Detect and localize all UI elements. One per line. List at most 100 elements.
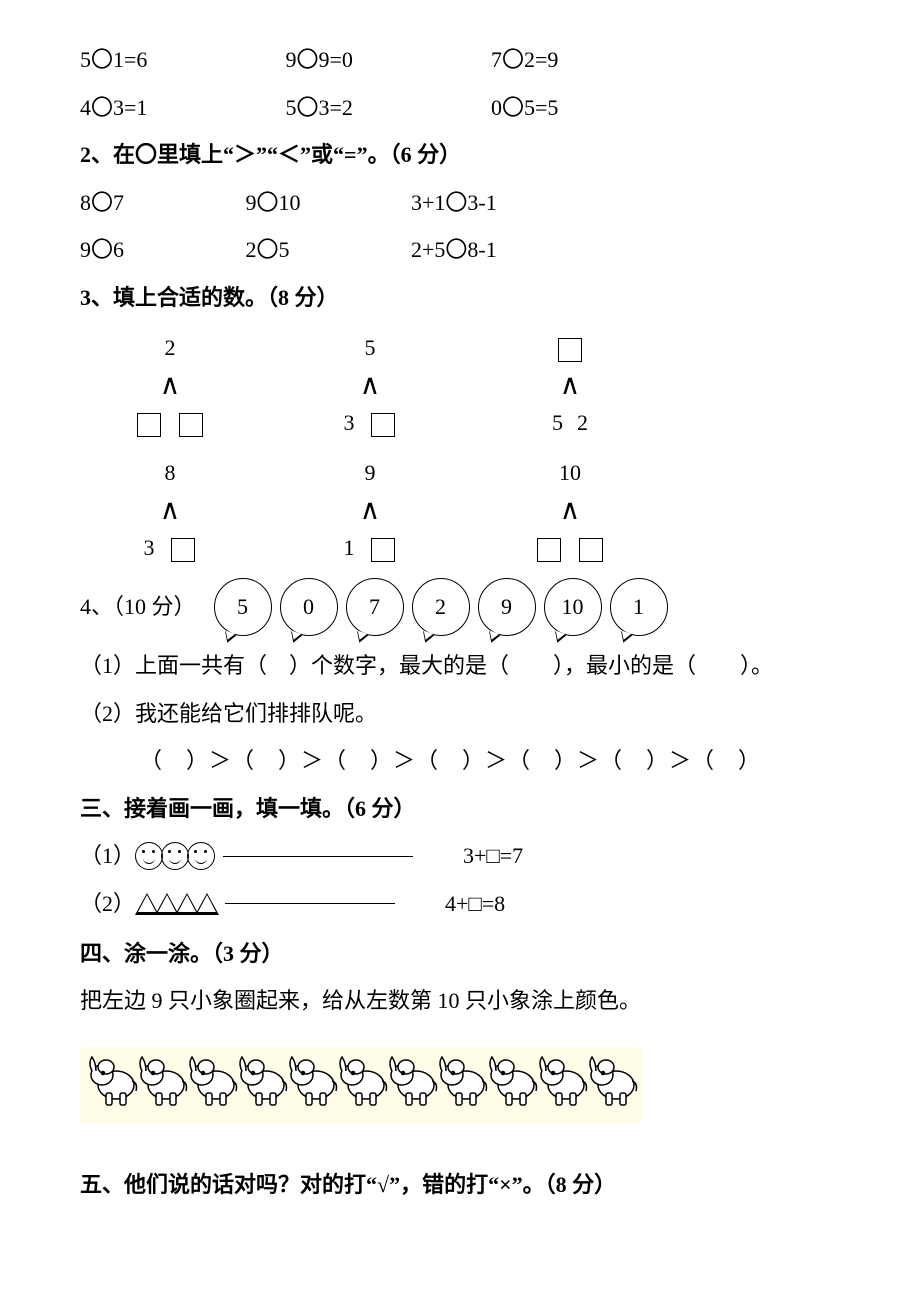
blank-box-icon	[179, 413, 203, 437]
q3-tree-row-2: 8∧39∧110∧	[100, 453, 840, 568]
q1-r2c2: 5〇3=2	[286, 88, 486, 128]
q1-r2c3: 0〇5=5	[491, 88, 691, 128]
s5-title: 五、他们说的话对吗？对的打“√”，错的打“×”。（8 分）	[80, 1165, 840, 1205]
q1-r1c3: 7〇2=9	[491, 40, 691, 80]
blank-line	[225, 903, 395, 904]
q2-title-e: ”或“=”。（6 分）	[300, 142, 461, 167]
q4-row: 4、（10 分） 50729101	[80, 578, 840, 636]
q4-line3: （ ）＞（ ）＞（ ）＞（ ）＞（ ）＞（ ）＞（ ）	[140, 741, 840, 781]
q2-title-c: ”“	[256, 142, 278, 167]
tree-bottom: 3	[344, 403, 397, 443]
smiley-icon	[187, 842, 215, 870]
blank-box-icon	[371, 538, 395, 562]
tree-bottom: 1	[344, 528, 397, 568]
q1-r2c1: 4〇3=1	[80, 88, 280, 128]
elephant-icon	[386, 1053, 440, 1122]
q1-row2: 4〇3=1 5〇3=2 0〇5=5	[80, 88, 840, 128]
number-split-tree: ∧ 52	[500, 328, 640, 443]
tree-leaf: 1	[344, 528, 355, 568]
tree-leaf	[369, 403, 397, 443]
blank-box-icon	[137, 413, 161, 437]
tree-top: 9	[365, 453, 376, 493]
elephant-icon	[586, 1053, 640, 1122]
tree-leaf	[577, 528, 605, 568]
number-bubble: 10	[544, 578, 602, 636]
q2-r2c3: 2+5〇8-1	[411, 230, 621, 270]
s3-item1-prefix: （1）	[80, 836, 135, 876]
number-split-tree: 5 ∧3	[300, 328, 440, 443]
s3-item1: （1） 3+□=7	[80, 836, 840, 876]
number-bubble: 5	[214, 578, 272, 636]
q4-line2: （2）我还能给它们排排队呢。	[80, 694, 840, 734]
tree-bottom: 3	[144, 528, 197, 568]
q2-row1: 8〇7 9〇10 3+1〇3-1	[80, 183, 840, 223]
tree-top: 5	[365, 328, 376, 368]
tree-bottom: 52	[552, 403, 588, 443]
triangle-icon	[195, 893, 219, 915]
blank-box-icon	[371, 413, 395, 437]
split-branch-icon: ∧	[560, 496, 581, 524]
blank-box-icon	[171, 538, 195, 562]
s3-item1-eq: 3+□=7	[463, 836, 523, 876]
s4-desc: 把左边 9 只小象圈起来，给从左数第 10 只小象涂上颜色。	[80, 981, 840, 1021]
tree-leaf: 3	[144, 528, 155, 568]
s3-title: 三、接着画一画，填一填。（6 分）	[80, 789, 840, 829]
elephant-icon	[336, 1053, 390, 1122]
q4-label: 4、（10 分）	[80, 587, 196, 627]
elephant-icon	[536, 1053, 590, 1122]
elephant-icon	[186, 1053, 240, 1122]
split-branch-icon: ∧	[160, 496, 181, 524]
elephant-icon	[236, 1053, 290, 1122]
lt-symbol: ＜	[278, 142, 300, 167]
number-split-tree: 2∧	[100, 328, 240, 443]
elephant-icon	[486, 1053, 540, 1122]
tree-top: 8	[165, 453, 176, 493]
split-branch-icon: ∧	[560, 371, 581, 399]
s3-item2-prefix: （2）	[80, 884, 135, 924]
q2-r1c3: 3+1〇3-1	[411, 183, 621, 223]
tree-leaf	[169, 528, 197, 568]
q3-tree-row-1: 2∧5∧3∧52	[100, 328, 840, 443]
s4-title: 四、涂一涂。（3 分）	[80, 934, 840, 974]
tree-top: 2	[165, 328, 176, 368]
q1-row1: 5〇1=6 9〇9=0 7〇2=9	[80, 40, 840, 80]
tree-bottom	[535, 528, 605, 568]
bubble-container: 50729101	[210, 578, 672, 636]
q1-r1c1: 5〇1=6	[80, 40, 280, 80]
gt-symbol: ＞	[234, 142, 256, 167]
s3-item2-eq: 4+□=8	[445, 884, 505, 924]
number-bubble: 2	[412, 578, 470, 636]
smiley-icon	[161, 842, 189, 870]
elephant-row	[80, 1047, 642, 1124]
tree-bottom	[135, 403, 205, 443]
tree-top: 10	[559, 453, 581, 493]
number-split-tree: 9 ∧1	[300, 453, 440, 568]
number-bubble: 0	[280, 578, 338, 636]
number-split-tree: 10 ∧	[500, 453, 640, 568]
elephant-icon	[136, 1053, 190, 1122]
tree-top	[556, 328, 584, 368]
tree-leaf: 3	[344, 403, 355, 443]
q2-title: 2、在〇里填上“＞”“＜”或“=”。（6 分）	[80, 135, 840, 175]
q4-line1: （1）上面一共有（ ）个数字，最大的是（ ），最小的是（ ）。	[80, 646, 840, 686]
number-bubble: 1	[610, 578, 668, 636]
q1-r1c2: 9〇9=0	[286, 40, 486, 80]
number-split-tree: 8 ∧3	[100, 453, 240, 568]
q2-r1c2: 9〇10	[246, 183, 406, 223]
q2-title-a: 2、在〇里填上“	[80, 142, 234, 167]
q2-row2: 9〇6 2〇5 2+5〇8-1	[80, 230, 840, 270]
tree-leaf	[535, 528, 563, 568]
blank-box-icon	[558, 338, 582, 362]
smiley-icon	[135, 842, 163, 870]
blank-box-icon	[537, 538, 561, 562]
split-branch-icon: ∧	[360, 496, 381, 524]
number-bubble: 9	[478, 578, 536, 636]
split-branch-icon: ∧	[360, 371, 381, 399]
worksheet-page: 5〇1=6 9〇9=0 7〇2=9 4〇3=1 5〇3=2 0〇5=5 2、在〇…	[0, 0, 920, 1253]
elephant-icon	[286, 1053, 340, 1122]
q2-r2c1: 9〇6	[80, 230, 240, 270]
blank-line	[223, 856, 413, 857]
tree-leaf	[369, 528, 397, 568]
s3-item2: （2） 4+□=8	[80, 884, 840, 924]
q2-r1c1: 8〇7	[80, 183, 240, 223]
